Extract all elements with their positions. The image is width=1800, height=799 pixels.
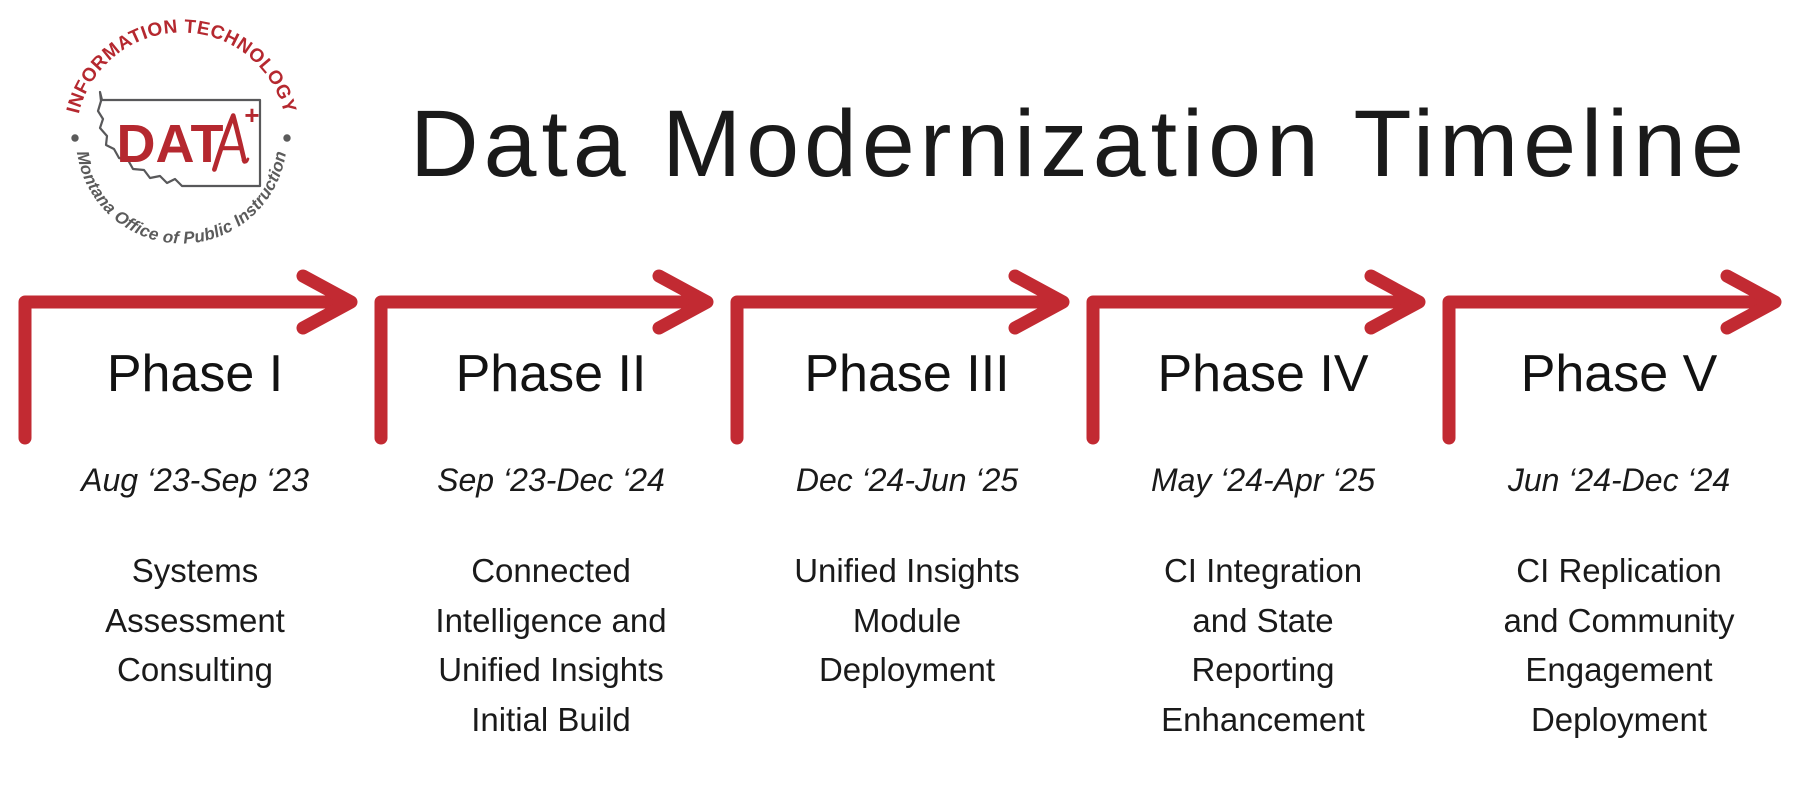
svg-text:DAT: DAT <box>117 114 224 174</box>
svg-text:+: + <box>244 100 259 130</box>
